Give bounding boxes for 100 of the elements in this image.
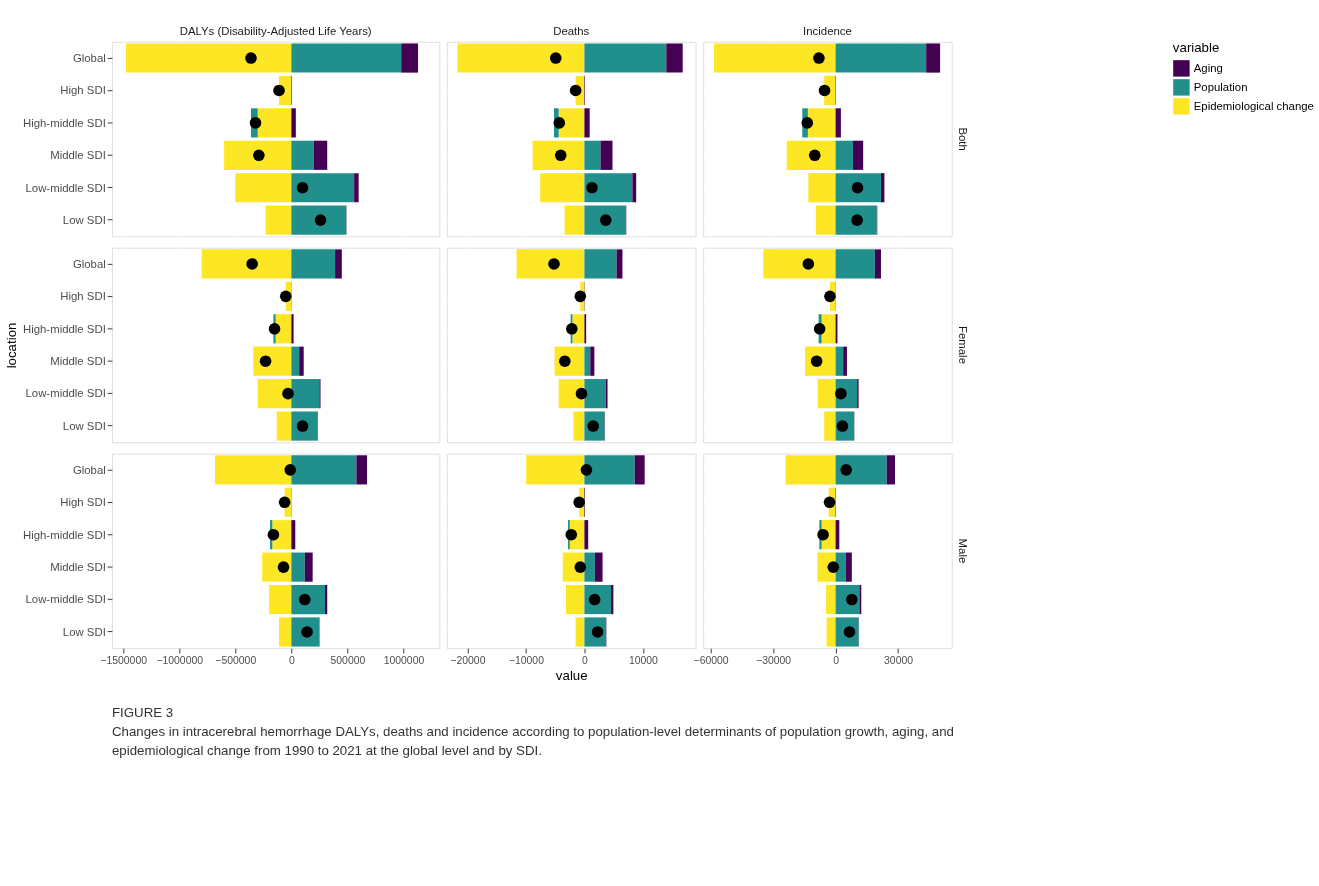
point [586,181,598,194]
bar [516,249,585,279]
y-tick-label: Low SDI [62,213,106,226]
bar [291,140,314,170]
y-tick-label: Low SDI [62,625,106,638]
x-tick-label: 500000 [330,654,366,666]
point [569,84,582,97]
x-tick-label: 0 [288,654,295,666]
x-tick-label: −30000 [756,654,792,666]
y-tick-label: Low SDI [62,419,106,432]
x-axis-title: value [555,667,588,683]
bar [835,205,877,235]
bar [821,314,836,344]
bar [313,140,328,170]
bar [826,584,836,615]
point [801,117,814,129]
bar [235,173,292,203]
bar [852,140,864,170]
legend-title: variable [1172,40,1220,56]
x-tick-label: 0 [833,654,840,666]
point [554,149,567,162]
bar [786,140,836,170]
point [574,561,587,573]
bar [291,43,402,73]
bar [835,173,881,203]
point [249,117,262,129]
point [840,464,853,476]
bar [356,455,368,485]
bar [817,379,836,409]
point [573,496,585,509]
x-tick-label: −1500000 [100,654,148,666]
y-tick-label: High SDI [60,84,106,97]
x-tick-label: 30000 [884,654,914,666]
bar [304,552,313,582]
y-tick-label: Global [72,257,106,270]
point [268,322,281,335]
bar [594,552,603,582]
bar [835,108,841,138]
bar [291,173,355,203]
legend-label: Aging [1193,62,1223,75]
point [566,322,578,335]
bar [265,205,292,235]
caption: FIGURE 3 [111,705,174,721]
point [813,52,825,64]
point [823,496,836,509]
bar [584,205,626,235]
bar [666,43,683,73]
bar [201,249,292,279]
bar [584,249,617,279]
point [818,84,831,97]
y-tick-label: Low-middle SDI [25,387,106,400]
point [245,52,257,64]
bar [763,249,836,279]
point [296,181,309,194]
bar [299,346,304,376]
x-tick-label: −10000 [508,654,545,666]
bar [291,379,320,409]
bar [843,346,847,376]
bar [584,346,591,376]
point [284,464,297,476]
bar [457,43,585,73]
point [273,84,285,97]
point [802,258,815,270]
chart-title: Deaths [553,25,590,38]
text: Male [957,538,970,564]
point [259,355,272,368]
point [575,387,588,400]
bar [824,411,836,441]
x-tick-label: −20000 [450,654,486,666]
bar [835,346,844,376]
bar [584,520,589,550]
bar [291,108,296,138]
bar [835,140,853,170]
bar [886,455,896,485]
bar [584,552,595,582]
bar [257,108,292,138]
text: Changes in intracerebral hemorrhage DALYs, deaths and incidence according to population-level determinants of population growth, aging, and epidemiological change from 1990 to 2021 at the global level and by SDI. [111,724,954,759]
bar [564,205,585,235]
point [314,214,327,226]
point [827,561,840,573]
chart-title: Incidence [803,25,852,38]
bar [540,173,585,203]
point [580,464,593,476]
y-tick-label: Low-middle SDI [25,181,106,194]
bar [291,455,357,485]
bar [590,346,595,376]
point [282,387,294,400]
x-tick-label: 10000 [628,654,659,666]
bar [354,173,359,203]
bar [634,455,645,485]
y-tick-label: High-middle SDI [22,528,106,541]
point [574,290,587,303]
bar [815,205,836,235]
y-axis-title: location [4,322,20,369]
y-tick-label: Middle SDI [50,355,106,368]
bar [291,249,336,279]
y-tick-label: High SDI [60,496,106,509]
point [548,258,560,270]
bar [335,249,342,279]
x-tick-label: 1000000 [383,654,425,666]
